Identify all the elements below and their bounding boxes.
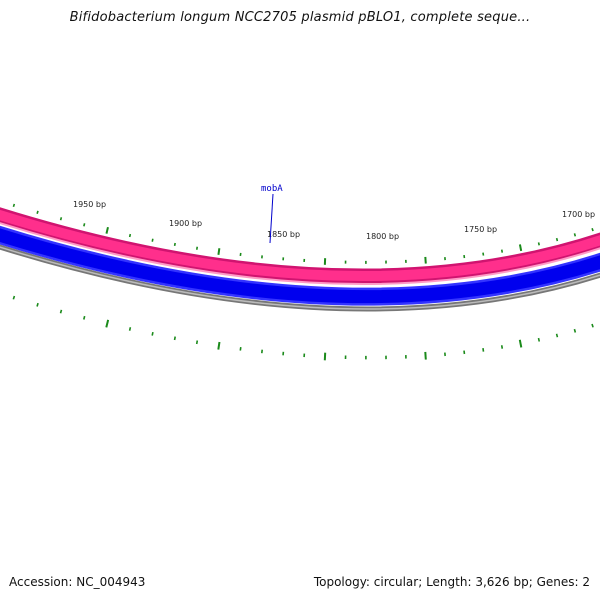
inner-tick-marks (12, 295, 594, 361)
minor-tick (173, 242, 176, 247)
minor-tick (151, 331, 154, 336)
minor-tick (573, 233, 577, 237)
tick-label: 1950 bp (73, 200, 106, 209)
forward-strand-ring-highlight (0, 222, 600, 285)
minor-tick (59, 309, 63, 314)
minor-tick (500, 345, 504, 349)
outer-tick-marks (12, 203, 594, 265)
major-tick (424, 351, 427, 360)
minor-tick (83, 315, 86, 320)
minor-tick (12, 295, 16, 300)
minor-tick (128, 233, 132, 238)
major-tick (217, 248, 221, 255)
major-tick (105, 226, 109, 234)
minor-tick (500, 249, 504, 253)
minor-tick (555, 333, 559, 338)
minor-tick (36, 302, 39, 307)
tick-label: 1900 bp (169, 219, 202, 228)
summary-text: Topology: circular; Length: 3,626 bp; Ge… (313, 575, 590, 589)
minor-tick (591, 323, 594, 328)
minor-tick (555, 237, 559, 242)
minor-tick (36, 210, 39, 214)
tick-label: 1750 bp (464, 225, 497, 234)
map-title: Bifidobacterium longum NCC2705 plasmid p… (69, 10, 531, 25)
major-tick (105, 319, 110, 328)
minor-tick (537, 337, 541, 342)
minor-tick (195, 340, 199, 345)
minor-tick (173, 336, 177, 341)
minor-tick (128, 327, 132, 331)
tick-label: 1850 bp (267, 230, 300, 239)
minor-tick (537, 242, 540, 246)
minor-tick (573, 328, 577, 333)
tick-label: 1800 bp (366, 232, 399, 241)
reverse-strand-ring-core (0, 228, 600, 304)
tick-label: 1700 bp (562, 210, 595, 219)
minor-tick (591, 227, 594, 232)
minor-tick (12, 203, 16, 208)
gene-label-pointer (269, 193, 274, 244)
major-tick (217, 341, 221, 350)
accession-text: Accession: NC_004943 (9, 575, 146, 589)
minor-tick (59, 217, 63, 221)
minor-tick (151, 238, 154, 242)
forward-strand-ring-core (0, 209, 600, 281)
gene-label-moba[interactable]: mobA (261, 184, 283, 194)
minor-tick (83, 223, 86, 227)
major-tick (518, 244, 523, 252)
backbone-ring-inner (0, 246, 600, 310)
major-tick (518, 339, 523, 348)
